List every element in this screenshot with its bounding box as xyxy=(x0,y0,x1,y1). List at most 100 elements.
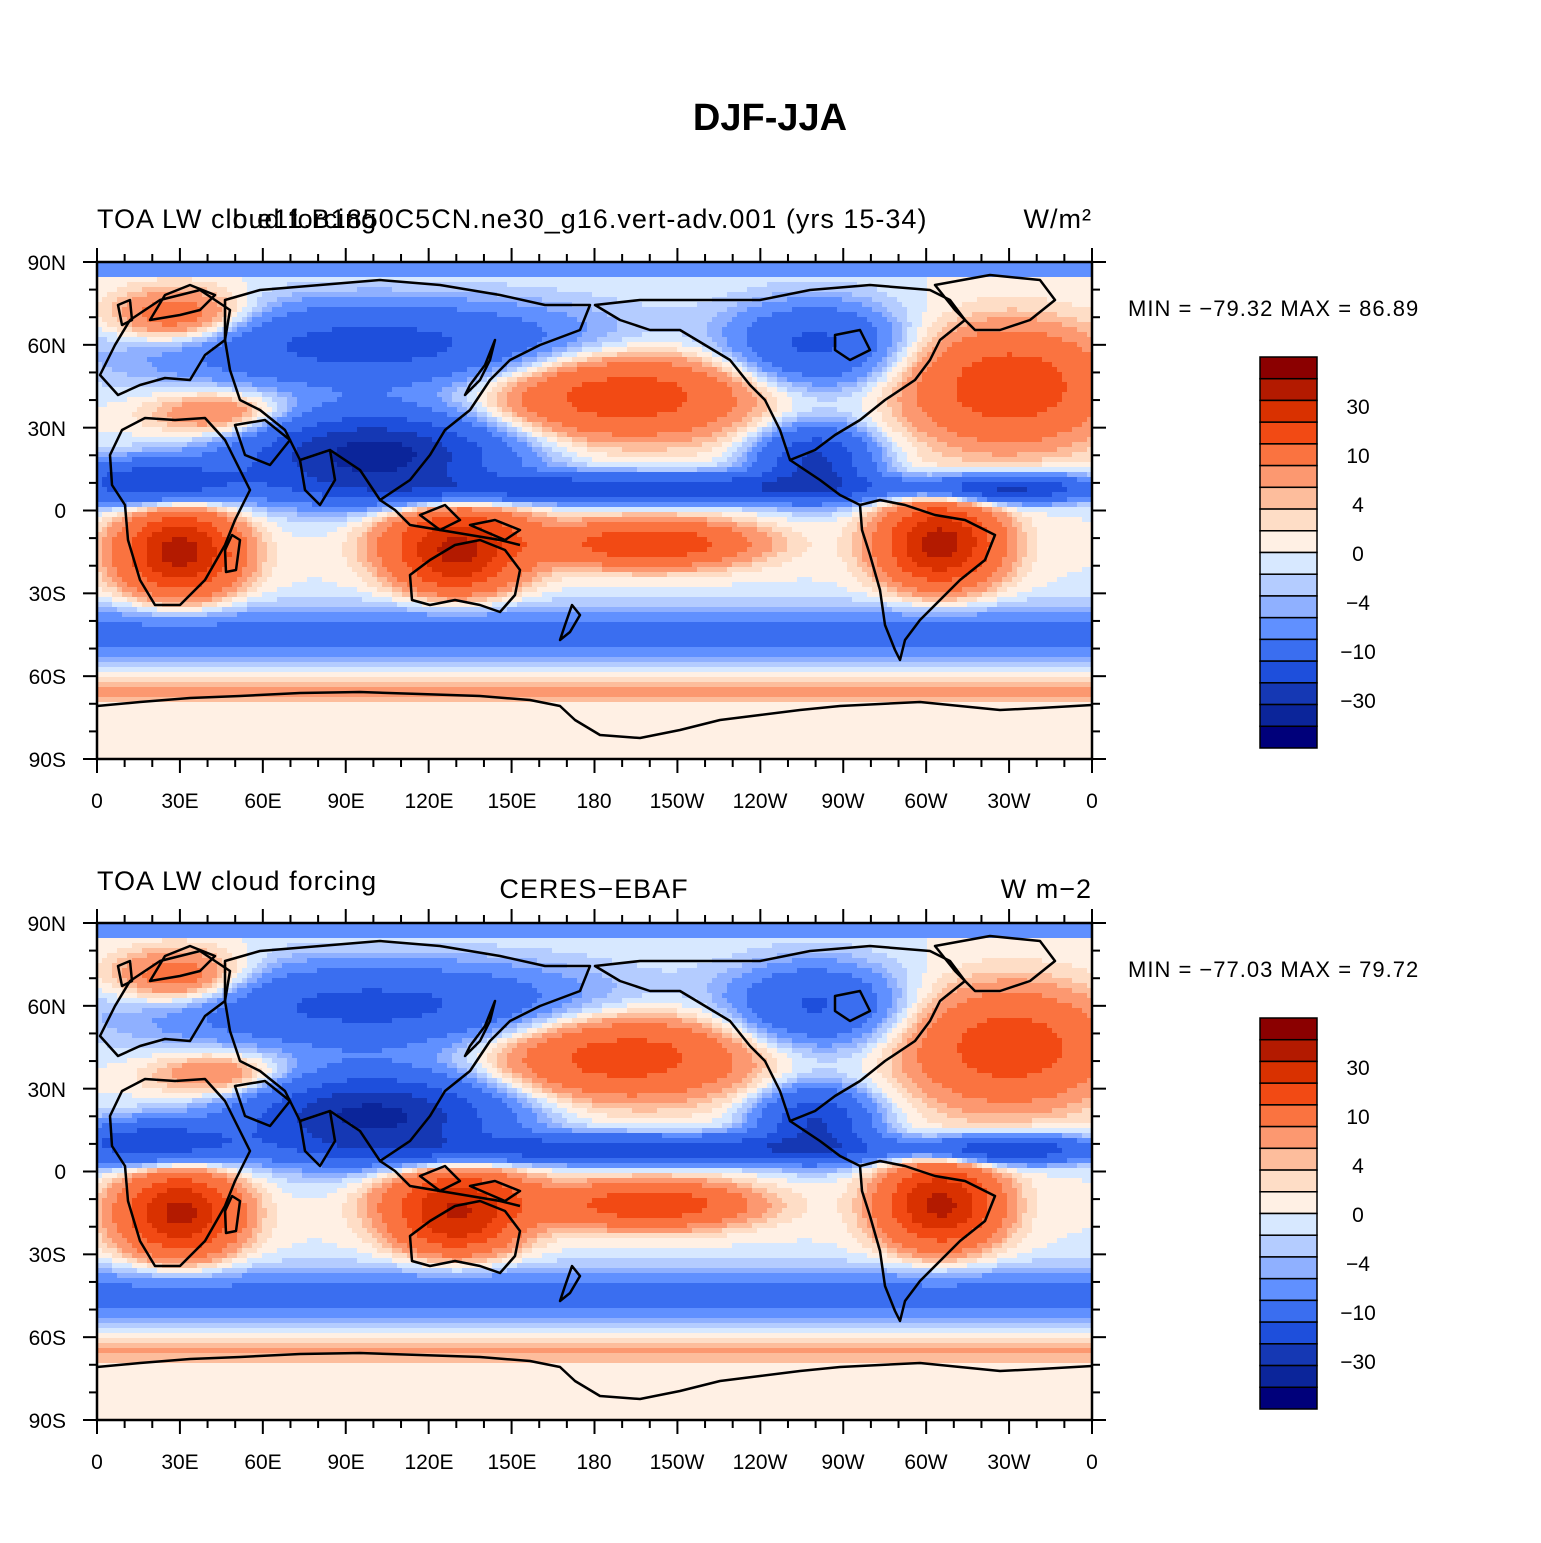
contour-cell xyxy=(122,267,128,273)
contour-cell xyxy=(1002,342,1008,348)
contour-cell xyxy=(1082,317,1088,323)
contour-cell xyxy=(392,377,398,383)
contour-cell xyxy=(1067,347,1073,353)
contour-cell xyxy=(307,382,313,388)
contour-cell xyxy=(267,327,273,333)
contour-cell xyxy=(982,352,988,358)
contour-cell xyxy=(172,322,178,328)
contour-cell xyxy=(887,362,893,368)
contour-cell xyxy=(232,332,238,338)
contour-cell xyxy=(402,292,408,298)
contour-cell xyxy=(737,307,743,313)
contour-cell xyxy=(777,357,783,363)
contour-cell xyxy=(787,297,793,303)
contour-cell xyxy=(872,377,878,383)
contour-cell xyxy=(467,262,473,268)
contour-cell xyxy=(137,357,143,363)
contour-cell xyxy=(667,372,673,378)
contour-cell xyxy=(302,287,308,293)
contour-cell xyxy=(352,332,358,338)
contour-cell xyxy=(552,377,558,383)
contour-cell xyxy=(292,382,298,388)
contour-cell xyxy=(287,347,293,353)
contour-cell xyxy=(317,287,323,293)
contour-cell xyxy=(877,307,883,313)
contour-cell xyxy=(837,357,843,363)
contour-cell xyxy=(917,307,923,313)
contour-cell xyxy=(432,312,438,318)
contour-cell xyxy=(1087,362,1092,368)
contour-cell xyxy=(787,307,793,313)
contour-cell xyxy=(102,272,108,278)
contour-cell xyxy=(212,377,218,383)
contour-cell xyxy=(292,262,298,268)
contour-cell xyxy=(662,337,668,343)
contour-cell xyxy=(842,302,848,308)
contour-cell xyxy=(1037,362,1043,368)
contour-cell xyxy=(587,362,593,368)
contour-cell xyxy=(852,332,858,338)
contour-cell xyxy=(862,292,868,298)
contour-cell xyxy=(707,332,713,338)
contour-cell xyxy=(727,362,733,368)
contour-cell xyxy=(217,367,223,373)
contour-cell xyxy=(542,382,548,388)
contour-cell xyxy=(942,302,948,308)
contour-cell xyxy=(632,347,638,353)
contour-cell xyxy=(272,322,278,328)
contour-cell xyxy=(172,352,178,358)
contour-cell xyxy=(892,277,898,283)
contour-cell xyxy=(587,307,593,313)
contour-cell xyxy=(967,352,973,358)
contour-cell xyxy=(232,267,238,273)
contour-cell xyxy=(97,292,103,298)
contour-cell xyxy=(622,282,628,288)
contour-cell xyxy=(402,382,408,388)
contour-cell xyxy=(722,307,728,313)
contour-cell xyxy=(197,282,203,288)
contour-cell xyxy=(197,332,203,338)
contour-cell xyxy=(197,302,203,308)
contour-cell xyxy=(1077,327,1083,333)
contour-cell xyxy=(1027,292,1033,298)
contour-cell xyxy=(387,287,393,293)
contour-cell xyxy=(382,352,388,358)
contour-cell xyxy=(252,362,258,368)
contour-cell xyxy=(642,262,648,268)
contour-cell xyxy=(617,307,623,313)
contour-cell xyxy=(447,352,453,358)
contour-cell xyxy=(622,322,628,328)
contour-cell xyxy=(1037,352,1043,358)
contour-cell xyxy=(647,357,653,363)
contour-cell xyxy=(812,367,818,373)
contour-cell xyxy=(1087,382,1092,388)
contour-cell xyxy=(697,322,703,328)
contour-cell xyxy=(737,337,743,343)
contour-cell xyxy=(787,347,793,353)
contour-cell xyxy=(307,332,313,338)
contour-cell xyxy=(437,292,443,298)
contour-cell xyxy=(537,297,543,303)
contour-cell xyxy=(907,332,913,338)
contour-cell xyxy=(947,337,953,343)
contour-cell xyxy=(312,372,318,378)
contour-cell xyxy=(697,337,703,343)
contour-cell xyxy=(667,367,673,373)
contour-cell xyxy=(282,367,288,373)
contour-cell xyxy=(192,327,198,333)
contour-cell xyxy=(187,382,193,388)
contour-cell xyxy=(252,322,258,328)
contour-cell xyxy=(497,342,503,348)
contour-cell xyxy=(197,312,203,318)
contour-cell xyxy=(1017,267,1023,273)
contour-cell xyxy=(292,292,298,298)
contour-cell xyxy=(317,337,323,343)
contour-cell xyxy=(252,352,258,358)
contour-cell xyxy=(772,317,778,323)
contour-cell xyxy=(672,357,678,363)
contour-cell xyxy=(662,272,668,278)
contour-cell xyxy=(257,317,263,323)
contour-cell xyxy=(392,302,398,308)
contour-cell xyxy=(267,337,273,343)
contour-cell xyxy=(522,377,528,383)
